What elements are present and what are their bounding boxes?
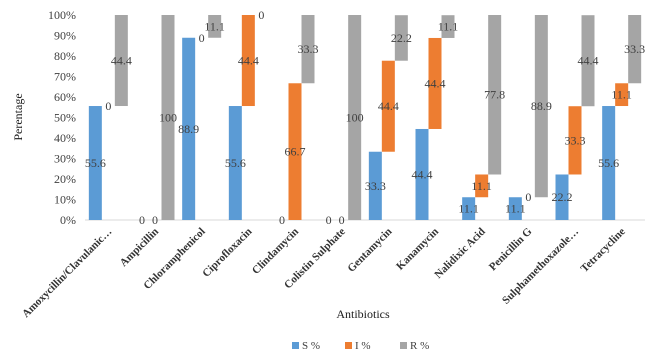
y-tick-label: 80% [54,49,76,63]
data-label-s: 11.1 [458,202,479,216]
bar-r [534,15,548,198]
bar-s [555,174,569,220]
legend-swatch-r [400,342,407,349]
bar-s [508,197,522,220]
data-label-i: 33.3 [565,133,586,147]
bar-s [182,37,196,220]
bar-i [615,83,629,107]
data-label-r: 100 [159,111,177,125]
legend-swatch-i [345,342,352,349]
bar-r [301,15,315,84]
bar-s [602,106,616,220]
x-category-label: Kanamycin [394,226,441,273]
data-label-s: 55.6 [598,156,619,170]
bars [88,15,642,220]
x-category-label: Gentamycin [345,226,394,275]
data-label-i: 44.4 [425,76,446,90]
data-label-r: 33.3 [298,42,319,56]
y-tick-label: 90% [54,29,76,43]
data-label-s: 55.6 [225,156,246,170]
data-label-s: 33.3 [365,179,386,193]
bar-s [462,197,476,220]
data-label-i: 11.1 [471,179,492,193]
bar-s [415,128,429,220]
data-label-s: 0 [279,213,285,227]
x-category-label: Penicillin G [487,225,535,273]
legend-swatch-s [292,342,299,349]
legend-label-i: I % [355,340,371,352]
x-axis-categories: Amoxycillin/Clavulanic… AmpicillinChloram… [20,225,628,320]
bar-i [428,37,442,129]
bar-i [381,60,395,152]
data-label-s: 0 [326,213,332,227]
data-label-r: 0 [258,8,264,22]
y-axis-ticks: 0% 10% 20% 30% 40% 50% 60% 70% 80% 90% 100% [48,8,76,227]
data-label-r: 11.1 [438,20,459,34]
y-tick-label: 10% [54,193,76,207]
data-label-r: 77.8 [484,88,505,102]
y-tick-label: 50% [54,111,76,125]
bar-r [114,15,128,107]
legend-label-r: R % [410,340,429,352]
x-category-label: Clindamycin [250,226,301,277]
data-label-i: 11.1 [611,88,632,102]
bar-r [628,15,642,84]
y-tick-label: 60% [54,90,76,104]
x-axis-title: Antibiotics [336,307,390,321]
legend-label-s: S % [302,340,320,352]
legend: S % I % R % [292,340,429,352]
bar-s [368,151,382,220]
y-tick-label: 20% [54,172,76,186]
y-tick-label: 70% [54,70,76,84]
data-label-r: 11.1 [204,19,225,33]
data-label-s: 88.9 [178,122,199,136]
x-category-label: Ampicillin [118,226,161,269]
data-label-s: 22.2 [552,190,573,204]
data-label-i: 0 [199,31,205,45]
bar-s [88,106,102,220]
data-label-s: 44.4 [412,167,433,181]
y-tick-label: 30% [54,152,76,166]
data-label-r: 33.3 [624,42,645,56]
y-axis-title: Perentage [11,93,25,140]
bar-i [475,174,489,198]
data-label-s: 0 [139,213,145,227]
data-label-i: 0 [339,213,345,227]
y-tick-label: 40% [54,131,76,145]
x-category-label: Ciprofloxacin [200,226,254,280]
data-label-r: 100 [346,111,364,125]
bar-r [208,15,222,38]
x-category-label: Sulphamethoxazole… [500,226,581,307]
data-label-i: 0 [152,213,158,227]
data-label-r: 44.4 [111,54,132,68]
data-label-s: 55.6 [85,156,106,170]
bar-r [161,15,175,220]
data-label-i: 66.7 [285,145,306,159]
x-category-label: Tetracycline [579,226,628,275]
x-category-label: Amoxycillin/Clavulanic… [20,226,114,320]
bar-r [348,15,362,220]
bar-i [288,83,302,220]
data-label-r: 88.9 [531,99,552,113]
bar-r [441,15,455,38]
data-label-i: 44.4 [378,99,399,113]
bar-r [394,15,408,61]
data-label-i: 0 [525,190,531,204]
bar-i [568,106,582,175]
data-label-s: 11.1 [505,202,526,216]
data-label-r: 44.4 [578,54,599,68]
data-label-i: 44.4 [238,54,259,68]
y-tick-label: 100% [48,8,76,22]
bar-r [581,15,595,107]
bar-i [241,15,255,107]
y-tick-label: 0% [60,213,76,227]
bar-r [488,15,502,175]
data-label-i: 0 [105,99,111,113]
bar-s [228,106,242,220]
data-label-r: 22.2 [391,31,412,45]
